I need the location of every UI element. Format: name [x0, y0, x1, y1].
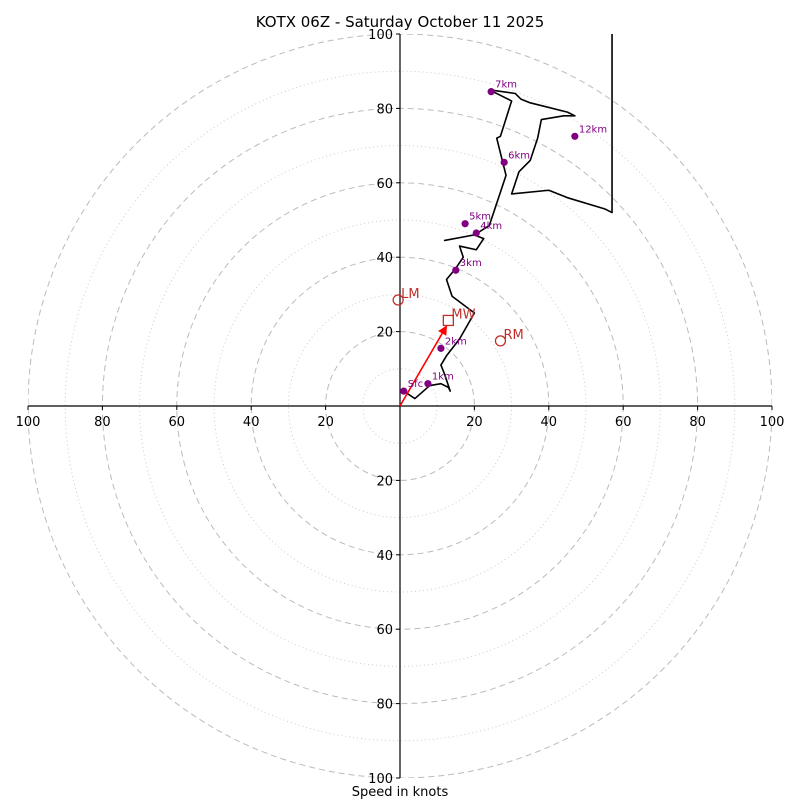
chart-title: KOTX 06Z - Saturday October 11 2025 — [256, 13, 545, 31]
storm-motion-label: MW — [451, 307, 475, 322]
height-marker-label: 2km — [445, 336, 467, 347]
storm-motion-label: LM — [401, 287, 419, 302]
storm-motion-label: RM — [503, 328, 523, 343]
height-marker-dot — [461, 220, 469, 228]
y-tick-label: 60 — [376, 177, 393, 192]
height-marker-dot — [571, 132, 579, 140]
x-tick-label: 40 — [541, 415, 558, 430]
height-marker-label: 4km — [480, 221, 502, 232]
y-tick-label: 40 — [376, 549, 393, 564]
x-tick-label: 40 — [243, 415, 260, 430]
wind-profile-trace — [403, 34, 613, 400]
height-marker-dot — [437, 344, 445, 352]
height-marker-label: 1km — [432, 372, 454, 383]
y-tick-label: 100 — [368, 772, 393, 787]
x-axis-label: Speed in knots — [352, 785, 449, 800]
height-marker-label: 12km — [579, 124, 607, 135]
x-tick-label: 20 — [466, 415, 483, 430]
storm-motion-circle — [494, 335, 507, 347]
height-marker-label: 3km — [460, 258, 482, 269]
x-tick-label: 100 — [760, 415, 785, 430]
height-marker-dot — [424, 380, 432, 388]
y-tick-label: 80 — [376, 102, 393, 117]
y-tick-label: 100 — [368, 28, 393, 43]
storm-motion-square — [442, 314, 455, 327]
traces — [399, 34, 613, 407]
y-tick-label: 80 — [376, 698, 393, 713]
tick-labels: 100 80 60 40 20 20 40 60 80 100 100 80 60 40 20 20 40 60 8… — [16, 28, 785, 787]
height-marker-dot — [487, 88, 495, 96]
x-tick-label: 100 — [16, 415, 41, 430]
storm-motion-circle — [392, 294, 404, 306]
height-marker-label: 5km — [469, 212, 491, 223]
height-marker-dot — [472, 229, 480, 237]
x-tick-label: 80 — [94, 415, 111, 430]
y-tick-label: 40 — [376, 251, 393, 266]
y-tick-label: 20 — [376, 474, 393, 489]
height-marker-label: 7km — [495, 80, 517, 91]
height-marker-label: 6km — [508, 150, 530, 161]
height-marker-dot — [452, 266, 460, 274]
x-tick-label: 20 — [317, 415, 334, 430]
x-tick-label: 60 — [169, 415, 186, 430]
x-tick-label: 80 — [689, 415, 706, 430]
mean-wind-arrow — [399, 325, 448, 407]
y-tick-label: 60 — [376, 623, 393, 638]
storm-motion-markers: LM MW RM — [392, 287, 524, 347]
height-marker-label: Sfc — [408, 379, 423, 390]
x-tick-label: 60 — [615, 415, 632, 430]
height-marker-dot — [500, 158, 508, 166]
height-marker-dot — [400, 387, 408, 395]
y-tick-label: 20 — [376, 326, 393, 341]
